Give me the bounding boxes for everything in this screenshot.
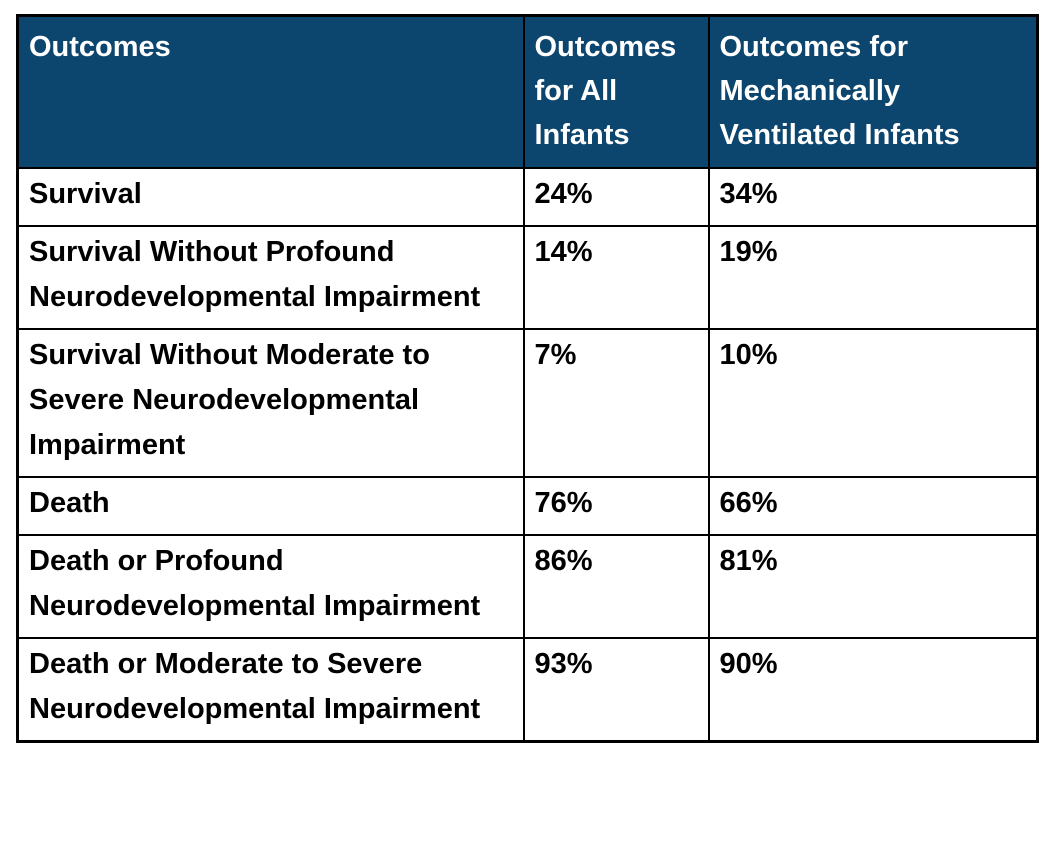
table-row: Survival 24% 34% [16,167,1039,227]
all-infants-value-cell: 86% [522,534,710,639]
mechanically-ventilated-value-cell: 81% [707,534,1039,639]
outcome-cell: Survival Without Moderate to Severe Neur… [16,328,525,478]
outcomes-table: Outcomes Outcomes for All Infants Outcom… [16,14,1039,743]
all-infants-value-cell: 24% [522,167,710,227]
table-row: Survival Without Profound Neurodevelopme… [16,225,1039,330]
header-row: Outcomes Outcomes for All Infants Outcom… [16,14,1039,169]
outcome-cell: Survival Without Profound Neurodevelopme… [16,225,525,330]
mechanically-ventilated-value-cell: 34% [707,167,1039,227]
table-row: Death or Moderate to Severe Neurodevelop… [16,637,1039,743]
mechanically-ventilated-value-cell: 90% [707,637,1039,743]
all-infants-value-cell: 7% [522,328,710,478]
column-header-outcomes: Outcomes [16,14,525,169]
outcome-cell: Death or Profound Neurodevelopmental Imp… [16,534,525,639]
all-infants-value-cell: 76% [522,476,710,536]
outcome-cell: Survival [16,167,525,227]
mechanically-ventilated-value-cell: 66% [707,476,1039,536]
column-header-mechanically-ventilated: Outcomes for Mechanically Ventilated Inf… [707,14,1039,169]
outcome-cell: Death or Moderate to Severe Neurodevelop… [16,637,525,743]
table-row: Survival Without Moderate to Severe Neur… [16,328,1039,478]
all-infants-value-cell: 14% [522,225,710,330]
column-header-all-infants: Outcomes for All Infants [522,14,710,169]
mechanically-ventilated-value-cell: 10% [707,328,1039,478]
outcome-cell: Death [16,476,525,536]
table-row: Death or Profound Neurodevelopmental Imp… [16,534,1039,639]
mechanically-ventilated-value-cell: 19% [707,225,1039,330]
table-body: Survival 24% 34% Survival Without Profound … [16,167,1039,743]
table-row: Death 76% 66% [16,476,1039,536]
all-infants-value-cell: 93% [522,637,710,743]
